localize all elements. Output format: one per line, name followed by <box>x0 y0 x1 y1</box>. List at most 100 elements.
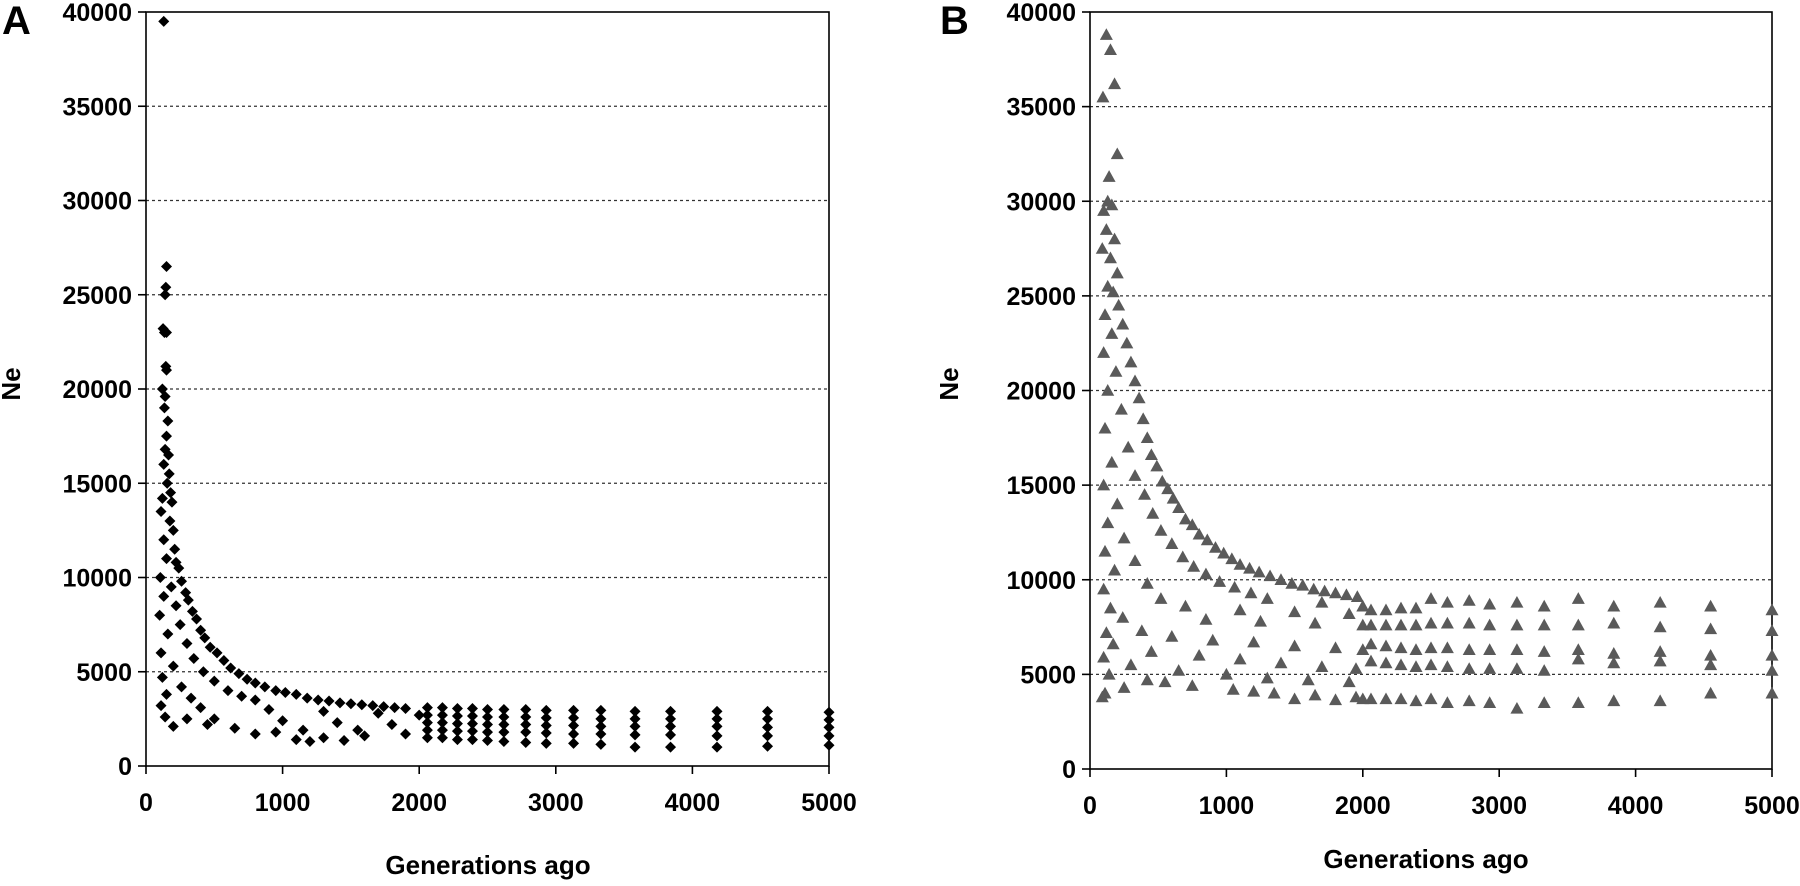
panel-b-data-point <box>1356 643 1370 655</box>
panel-b-data-point <box>1247 635 1261 648</box>
panel-b-data-point <box>1364 603 1378 616</box>
panel-a-data-point <box>323 695 335 707</box>
panel-a-data-point <box>181 713 193 725</box>
panel-b-data-point <box>1187 560 1201 572</box>
panel-a-data-point <box>436 709 448 721</box>
panel-a-data-point <box>482 719 493 731</box>
panel-b-data-point <box>1288 639 1302 652</box>
panel-b-data-point <box>1252 565 1266 578</box>
panel-a-data-point <box>159 711 171 723</box>
panel-a-data-point <box>451 718 463 730</box>
panel-b-data-point <box>1483 618 1497 631</box>
panel-b-data-point <box>1704 658 1718 671</box>
panel-a-data-point <box>176 681 188 693</box>
panel-a-label: A <box>2 0 31 43</box>
panel-a-data-point <box>160 326 172 338</box>
panel-a-data-point <box>163 468 175 480</box>
panel-a-y-tick-label: 20000 <box>62 376 132 404</box>
panel-a-data-point <box>188 653 200 665</box>
panel-a-data-point <box>498 735 510 747</box>
panel-b-data-point <box>1228 580 1242 593</box>
panel-a-data-point <box>208 713 220 725</box>
panel-a-data-point <box>466 725 478 737</box>
panel-a-data-point <box>520 719 532 731</box>
panel-b-data-point <box>1571 592 1585 604</box>
panel-a-data-point <box>466 703 478 715</box>
panel-a-data-point <box>665 720 677 732</box>
panel-b-data-point <box>1462 662 1476 674</box>
panel-b-data-point <box>1409 660 1423 673</box>
panel-a-data-point <box>386 719 398 731</box>
panel-b-data-point <box>1108 232 1122 245</box>
panel-b-data-point <box>1138 488 1152 500</box>
panel-b-data-point <box>1097 478 1111 491</box>
panel-b-data-point <box>1349 662 1363 674</box>
panel-a-data-point <box>297 724 309 736</box>
panel-a-data-point <box>421 724 433 736</box>
panel-a-data-point <box>197 666 209 678</box>
panel-a-data-point <box>568 737 580 749</box>
panel-b-x-ticks: 0 1000 2000 3000 4000 5000 <box>1083 769 1800 820</box>
panel-b-gridlines <box>1090 106 1772 675</box>
panel-b-data-point <box>1440 641 1454 654</box>
panel-a-data-point <box>665 705 677 717</box>
panel-b-data-point <box>1483 662 1497 674</box>
panel-b-data-point <box>1308 688 1322 701</box>
panel-b-data-point <box>1116 611 1130 623</box>
panel-b-data-point <box>1105 455 1119 468</box>
panel-a-data-point <box>762 705 774 717</box>
panel-a-data-point <box>466 718 478 730</box>
panel-a-data-point <box>823 721 835 733</box>
panel-b-y-tick-label: 40000 <box>1006 0 1076 27</box>
panel-b-data-point <box>1099 626 1113 638</box>
panel-a-data-point <box>665 729 677 741</box>
panel-a-data-point <box>540 704 552 716</box>
panel-a-data-point <box>165 487 177 499</box>
panel-b-y-tick-label: 20000 <box>1006 378 1076 406</box>
panel-b-x-tick-label: 1000 <box>1199 792 1255 820</box>
panel-b-data-point <box>1607 694 1621 707</box>
panel-a-data-point <box>338 735 350 747</box>
panel-b-data-point <box>1510 662 1524 674</box>
panel-b-data-point <box>1379 692 1393 705</box>
panel-a-data-point <box>540 712 552 724</box>
panel-b-data-point <box>1537 696 1551 708</box>
panel-a-x-tick-label: 1000 <box>255 789 311 817</box>
panel-a-y-tick-label: 40000 <box>62 0 132 27</box>
panel-b-data-point <box>1607 599 1621 612</box>
panel-a-data-point <box>229 722 241 734</box>
panel-a-data-point <box>568 704 580 716</box>
panel-a-data-point <box>359 730 371 742</box>
panel-b-chart: B Ne Generations ago 0500010000150002000… <box>934 0 1800 874</box>
panel-a-data-point <box>155 647 167 659</box>
panel-b-data-point <box>1308 616 1322 629</box>
panel-a-data-point <box>162 415 174 427</box>
panel-b-data-point <box>1440 616 1454 629</box>
panel-a-data-point <box>195 702 207 714</box>
panel-b-data-point <box>1379 618 1393 631</box>
panel-b-data-point <box>1146 507 1160 519</box>
panel-b-data-point <box>1364 654 1378 667</box>
panel-b-data-point <box>1704 648 1718 661</box>
panel-a-data-point <box>568 728 580 740</box>
panel-b-data-point <box>1095 690 1109 703</box>
panel-b-data-point <box>1110 497 1124 510</box>
panel-a-data-point <box>160 430 172 442</box>
panel-b-data-point <box>1424 658 1438 671</box>
panel-b-data-points <box>1095 28 1779 714</box>
panel-b-y-tick-label: 10000 <box>1006 567 1076 595</box>
panel-b-data-point <box>1394 618 1408 631</box>
panel-a-data-point <box>191 613 203 625</box>
panel-b-data-point <box>1097 650 1111 663</box>
panel-a-data-point <box>436 702 448 714</box>
panel-a-data-point <box>367 700 379 712</box>
panel-a-x-tick-label: 2000 <box>391 789 447 817</box>
panel-b-data-point <box>1166 491 1180 504</box>
panel-b-data-point <box>1144 645 1158 657</box>
panel-b-data-point <box>1263 569 1277 582</box>
panel-a-data-point <box>823 730 835 742</box>
panel-a-data-point <box>466 710 478 722</box>
panel-a-x-tick-label: 3000 <box>528 789 584 817</box>
panel-a-data-point <box>629 713 641 725</box>
